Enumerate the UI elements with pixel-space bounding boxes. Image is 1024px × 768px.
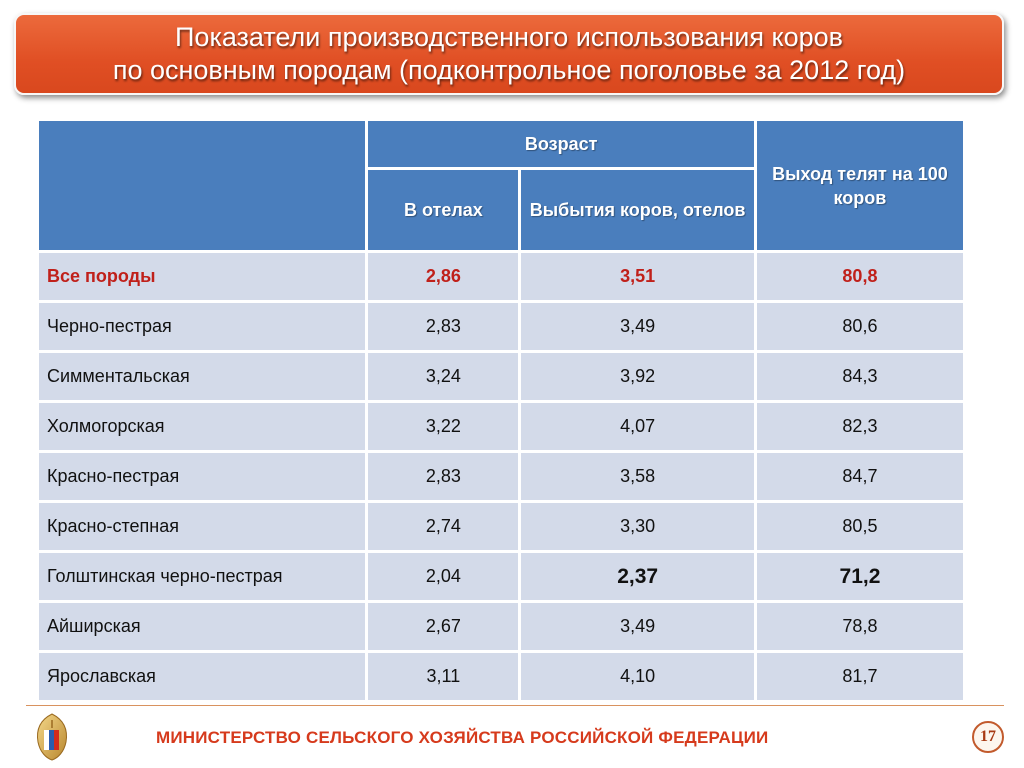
breed-name: Красно-пестрая (39, 453, 366, 500)
title-line-2: по основным породам (подконтрольное пого… (112, 55, 906, 85)
breed-name: Красно-степная (39, 503, 366, 550)
calf-yield: 84,3 (756, 353, 963, 400)
calving-age: 3,22 (368, 403, 519, 450)
breed-indicators-table: Возраст Выход телят на 100 коров В отела… (36, 118, 966, 703)
disposal-age: 3,51 (521, 253, 754, 300)
breed-name: Айширская (39, 603, 366, 650)
breed-name: Ярославская (39, 653, 366, 700)
footer-divider (26, 705, 1004, 706)
table-row-all-breeds: Все породы 2,86 3,51 80,8 (39, 253, 963, 300)
table-row: Черно-пестрая 2,83 3,49 80,6 (39, 303, 963, 350)
calf-yield-highlight: 71,2 (756, 553, 963, 600)
slide-title: Показатели производственного использован… (14, 13, 1004, 95)
header-at-calving: В отелах (368, 170, 519, 250)
header-age: Возраст (368, 121, 754, 167)
breed-name: Холмогорская (39, 403, 366, 450)
breed-name: Все породы (39, 253, 366, 300)
calving-age: 2,74 (368, 503, 519, 550)
calving-age: 3,24 (368, 353, 519, 400)
calving-age: 2,83 (368, 453, 519, 500)
calf-yield: 84,7 (756, 453, 963, 500)
page-number: 17 (972, 721, 1004, 753)
calf-yield: 80,8 (756, 253, 963, 300)
calf-yield: 80,5 (756, 503, 963, 550)
table-row: Холмогорская 3,22 4,07 82,3 (39, 403, 963, 450)
title-line-1: Показатели производственного использован… (175, 22, 843, 52)
disposal-age: 3,30 (521, 503, 754, 550)
disposal-age: 3,49 (521, 603, 754, 650)
table-row: Красно-пестрая 2,83 3,58 84,7 (39, 453, 963, 500)
table-row: Симментальская 3,24 3,92 84,3 (39, 353, 963, 400)
calf-yield: 80,6 (756, 303, 963, 350)
calving-age: 2,86 (368, 253, 519, 300)
table-row: Айширская 2,67 3,49 78,8 (39, 603, 963, 650)
disposal-age: 3,49 (521, 303, 754, 350)
calving-age: 3,11 (368, 653, 519, 700)
calving-age: 2,83 (368, 303, 519, 350)
table-row: Ярославская 3,11 4,10 81,7 (39, 653, 963, 700)
ministry-name: МИНИСТЕРСТВО СЕЛЬСКОГО ХОЗЯЙСТВА РОССИЙС… (156, 728, 769, 747)
breed-name: Симментальская (39, 353, 366, 400)
header-breed-blank (39, 121, 366, 250)
calving-age: 2,67 (368, 603, 519, 650)
breed-name: Голштинская черно-пестрая (39, 553, 366, 600)
table-row: Красно-степная 2,74 3,30 80,5 (39, 503, 963, 550)
disposal-age: 4,10 (521, 653, 754, 700)
calf-yield: 78,8 (756, 603, 963, 650)
table-subheader-row: В отелах Выбытия коров, отелов (39, 170, 963, 250)
calf-yield: 81,7 (756, 653, 963, 700)
disposal-age-highlight: 2,37 (521, 553, 754, 600)
table-header-row: Возраст Выход телят на 100 коров (39, 121, 963, 250)
calf-yield: 82,3 (756, 403, 963, 450)
breed-name: Черно-пестрая (39, 303, 366, 350)
header-calf-yield: Выход телят на 100 коров (756, 121, 963, 250)
table-row: Голштинская черно-пестрая 2,04 2,37 71,2 (39, 553, 963, 600)
calving-age: 2,04 (368, 553, 519, 600)
disposal-age: 3,92 (521, 353, 754, 400)
disposal-age: 4,07 (521, 403, 754, 450)
header-at-disposal: Выбытия коров, отелов (521, 170, 754, 250)
disposal-age: 3,58 (521, 453, 754, 500)
ministry-emblem-icon (30, 712, 74, 762)
